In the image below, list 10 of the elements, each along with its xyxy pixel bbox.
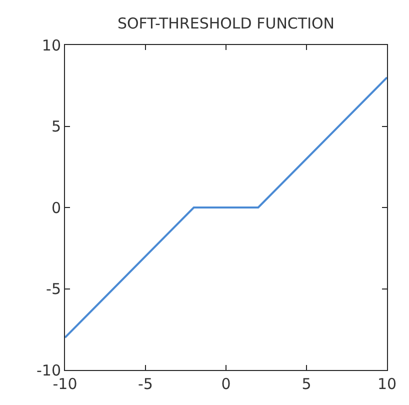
chart-title: SOFT-THRESHOLD FUNCTION [117,14,335,32]
x-tick-label: 10 [377,375,397,393]
y-tick-label: -10 [36,361,61,380]
x-tick-label: 5 [302,375,312,393]
y-tick-label: 10 [42,36,61,54]
y-tick-label: -5 [46,280,61,298]
y-tick-label: 0 [51,198,61,217]
x-tick-label: 0 [221,375,231,393]
y-tick-label: 5 [51,118,61,136]
x-tick-label: -5 [138,375,153,393]
